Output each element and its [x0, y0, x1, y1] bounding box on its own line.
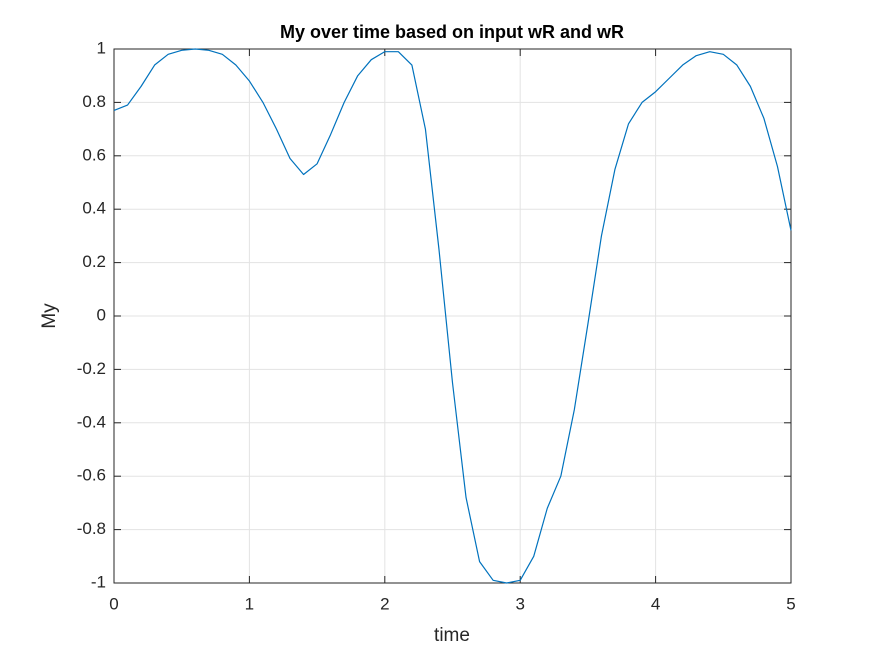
y-tick-label: 0.4	[82, 199, 106, 218]
x-tick-label: 5	[786, 594, 795, 613]
x-axis-label: time	[434, 625, 470, 646]
y-tick-label: -1	[91, 572, 106, 591]
y-tick-label: -0.2	[77, 359, 106, 378]
y-axis-label: My	[39, 303, 60, 329]
y-tick-label: 1	[97, 38, 106, 57]
y-tick-label: 0.2	[82, 252, 106, 271]
plot-frame	[113, 48, 792, 584]
data-line	[113, 48, 792, 584]
x-tick-label: 4	[651, 594, 660, 613]
x-tick-label: 0	[109, 594, 118, 613]
x-tick-label: 3	[515, 594, 524, 613]
y-tick-label: 0.6	[82, 145, 106, 164]
y-tick-label: -0.6	[77, 466, 106, 485]
y-tick-label: 0.8	[82, 92, 106, 111]
chart-title: My over time based on input wR and wR	[280, 22, 624, 42]
y-tick-label: 0	[97, 305, 106, 324]
x-tick-label: 1	[245, 594, 254, 613]
y-tick-label: -0.8	[77, 519, 106, 538]
x-tick-label: 2	[380, 594, 389, 613]
y-tick-label: -0.4	[77, 412, 106, 431]
